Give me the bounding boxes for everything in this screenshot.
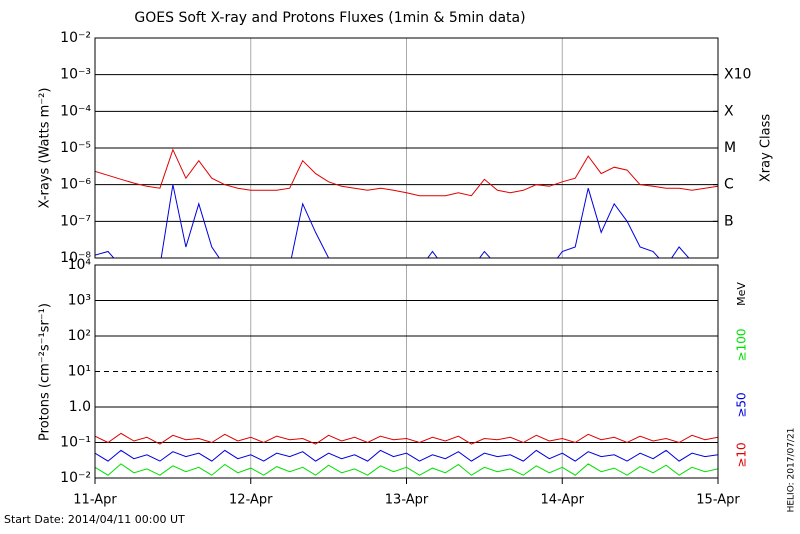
y-tick-label: 10⁻³ — [60, 67, 91, 83]
series-line — [95, 148, 718, 197]
y-tick-label: 10¹ — [68, 364, 91, 380]
y-tick-label: 10² — [68, 328, 91, 344]
class-label: M — [724, 140, 736, 156]
class-label: C — [724, 177, 734, 193]
x-tick-label: 12-Apr — [229, 493, 273, 508]
y-tick-label: 10³ — [68, 293, 91, 309]
y-tick-label: 10⁻⁵ — [60, 140, 91, 156]
y-tick-label: 10⁻⁷ — [60, 213, 91, 229]
x-tick-label: 15-Apr — [696, 493, 740, 508]
series-line — [95, 432, 718, 445]
y-tick-label: 10⁻⁶ — [60, 177, 91, 193]
y-tick-label: 10⁻¹ — [60, 435, 91, 451]
legend-entry: ≥100 — [735, 329, 749, 362]
class-label: X — [724, 103, 734, 119]
legend-entry: ≥50 — [735, 392, 749, 417]
series-line — [95, 449, 718, 462]
credit: HELIO: 2017/07/21 — [787, 428, 797, 513]
chart-title: GOES Soft X-ray and Protons Fluxes (1min… — [134, 10, 525, 26]
y-axis-label: X-rays (Watts m⁻²) — [38, 88, 53, 209]
y-tick-label: 10⁴ — [68, 257, 92, 273]
plot-frame — [94, 264, 719, 479]
y2-axis-label: Xray Class — [759, 114, 774, 182]
start-date: Start Date: 2014/04/11 00:00 UT — [4, 513, 185, 526]
x-tick-label: 13-Apr — [385, 493, 429, 508]
legend-entry: ≥10 — [735, 442, 749, 467]
series-line — [95, 184, 718, 258]
y-axis-label: Protons (cm⁻²s⁻¹sr⁻¹) — [38, 303, 53, 441]
x-tick-label: 14-Apr — [541, 493, 585, 508]
y-tick-label: 10⁻² — [60, 470, 91, 486]
class-label: X10 — [724, 67, 751, 83]
plot-frame — [94, 37, 719, 259]
y-tick-label: 1.0 — [69, 399, 91, 415]
units-label: MeV — [735, 282, 748, 306]
x-tick-label: 11-Apr — [73, 493, 117, 508]
y-tick-label: 10⁻⁴ — [60, 103, 91, 119]
y-tick-label: 10⁻⁸ — [60, 250, 91, 266]
series-line — [95, 463, 718, 476]
class-label: B — [724, 213, 734, 229]
y-tick-label: 10⁻² — [60, 30, 91, 46]
